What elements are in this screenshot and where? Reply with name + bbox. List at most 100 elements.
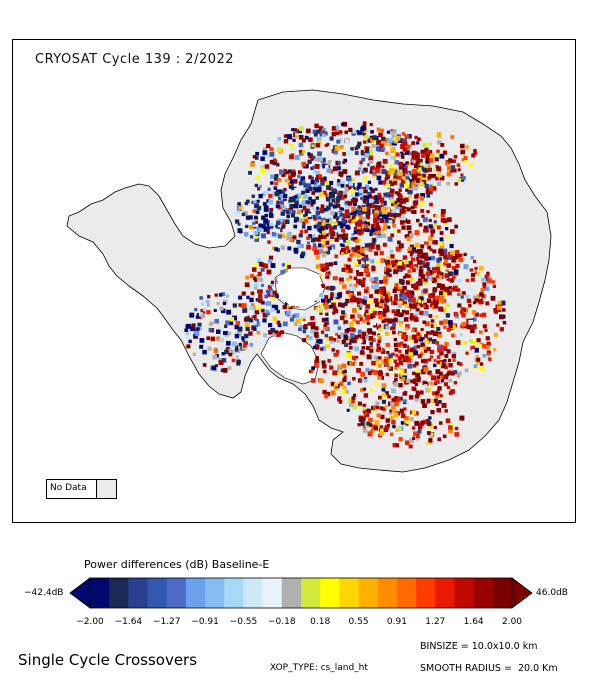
crossover-bin (272, 158, 277, 162)
crossover-bin (324, 181, 330, 186)
crossover-bin (419, 295, 424, 300)
crossover-bin (405, 188, 409, 192)
crossover-bin (362, 277, 366, 281)
crossover-bin (342, 313, 347, 318)
crossover-bin (361, 335, 366, 340)
crossover-bin (306, 236, 310, 240)
crossover-bin (428, 158, 434, 164)
crossover-bin (429, 355, 433, 359)
crossover-bin (379, 198, 384, 203)
crossover-bin (330, 293, 334, 297)
crossover-bin (351, 232, 355, 236)
crossover-bin (347, 336, 351, 341)
crossover-bin (263, 218, 268, 223)
crossover-bin (400, 341, 404, 345)
crossover-bin (320, 330, 325, 334)
crossover-bin (339, 315, 345, 321)
crossover-bin (254, 235, 258, 239)
crossover-bin (367, 371, 372, 376)
crossover-bin (376, 175, 382, 181)
crossover-bin (368, 147, 372, 151)
crossover-bin (432, 249, 437, 254)
crossover-bin (329, 285, 335, 291)
crossover-bin (277, 137, 282, 141)
crossover-bin (404, 170, 408, 174)
crossover-bin (407, 156, 411, 161)
crossover-bin (289, 179, 294, 184)
crossover-bin (348, 321, 354, 327)
crossover-bin (311, 206, 315, 210)
crossover-bin (428, 423, 433, 429)
crossover-bin (324, 211, 330, 216)
crossover-bin (301, 251, 306, 256)
crossover-bin (431, 398, 436, 404)
crossover-bin (446, 254, 451, 259)
crossover-bin (252, 155, 257, 159)
crossover-bin (435, 214, 439, 218)
crossover-bin (381, 349, 386, 354)
crossover-bin (232, 315, 237, 321)
crossover-bin (292, 314, 296, 318)
crossover-bin (270, 263, 276, 268)
crossover-bin (442, 248, 448, 253)
crossover-bin (421, 260, 426, 265)
crossover-bin (261, 308, 265, 313)
crossover-bin (412, 160, 416, 164)
crossover-bin (333, 292, 339, 298)
crossover-bin (252, 209, 256, 213)
crossover-bin (360, 131, 364, 135)
crossover-bin (401, 173, 405, 177)
crossover-bin (324, 295, 329, 300)
crossover-bin (405, 324, 410, 329)
crossover-bin (336, 323, 341, 328)
crossover-bin (368, 417, 373, 423)
crossover-bin (410, 161, 414, 165)
crossover-bin (438, 275, 443, 280)
crossover-bin (320, 204, 325, 209)
crossover-bin (370, 259, 375, 264)
footer-title: Single Cycle Crossovers (18, 651, 198, 669)
crossover-bin (297, 209, 302, 214)
crossover-bin (356, 186, 361, 191)
crossover-bin (352, 215, 356, 219)
crossover-bin (352, 187, 356, 191)
crossover-bin (253, 200, 257, 204)
crossover-bin (333, 215, 337, 219)
crossover-bin (395, 191, 399, 195)
crossover-bin (291, 198, 296, 203)
crossover-bin (399, 220, 405, 225)
crossover-bin (363, 140, 367, 144)
crossover-bin (437, 344, 442, 350)
crossover-bin (244, 282, 250, 288)
crossover-bin (303, 214, 307, 218)
colorbar-segment (454, 578, 475, 608)
crossover-bin (357, 182, 362, 187)
crossover-bin (399, 317, 403, 322)
crossover-bin (346, 150, 352, 155)
crossover-bin (425, 157, 430, 162)
crossover-bin (378, 132, 383, 138)
crossover-bin (356, 320, 360, 325)
crossover-bin (378, 180, 383, 185)
crossover-bin (312, 165, 316, 169)
crossover-bin (378, 395, 382, 400)
crossover-bin (401, 140, 406, 145)
crossover-bin (362, 319, 366, 323)
crossover-bin (331, 126, 337, 131)
crossover-bin (315, 196, 319, 200)
crossover-bin (395, 309, 400, 314)
crossover-bin (357, 223, 362, 227)
crossover-bin (395, 443, 400, 448)
crossover-bin (435, 379, 440, 384)
crossover-bin (313, 224, 318, 229)
crossover-bin (350, 339, 354, 343)
crossover-bin (425, 189, 431, 195)
crossover-bin (394, 283, 399, 288)
crossover-bin (287, 264, 291, 269)
crossover-bin (407, 269, 411, 273)
crossover-bin (420, 342, 426, 348)
crossover-bin (415, 152, 420, 158)
crossover-bin (429, 373, 433, 377)
crossover-bin (318, 157, 324, 162)
crossover-bin (435, 402, 440, 406)
